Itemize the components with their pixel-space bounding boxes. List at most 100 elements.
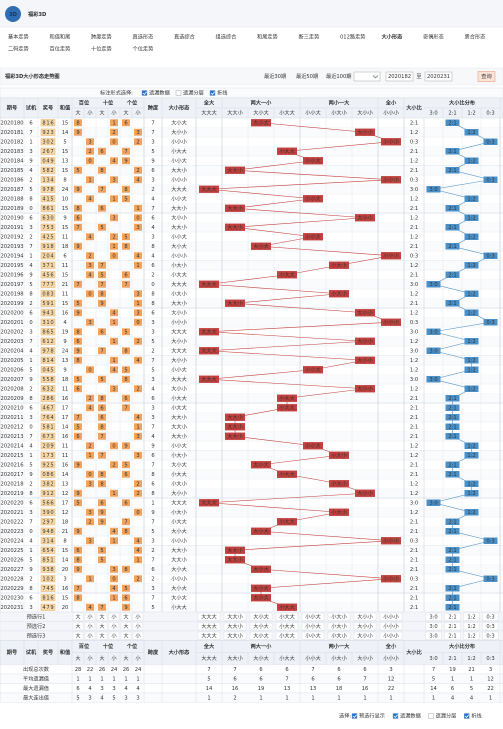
forecast-option[interactable]: 小大大 [279,612,295,620]
forecast-cell[interactable] [425,612,442,621]
forecast-option[interactable]: 大 [75,631,80,639]
checkbox[interactable] [464,713,470,719]
forecast-option[interactable]: 小大小 [331,612,347,620]
forecast-option[interactable]: 大小大 [253,631,269,639]
forecast-cell[interactable] [463,622,480,631]
forecast-option[interactable]: 0:3 [486,624,494,630]
forecast-option[interactable]: 1:2 [467,624,475,630]
forecast-cell[interactable] [482,612,499,621]
query-button[interactable] [477,71,496,82]
forecast-cell[interactable] [96,631,108,640]
period-select[interactable] [353,71,381,82]
forecast-cell[interactable] [379,622,403,631]
checkbox[interactable] [351,713,358,719]
forecast-cell[interactable] [120,622,132,631]
forecast-cell[interactable] [108,622,120,631]
forecast-option[interactable]: 小小大 [305,622,321,630]
nav-link[interactable]: 基本走势 [8,33,29,41]
forecast-cell[interactable] [275,622,299,631]
forecast-option[interactable]: 小小小 [383,622,399,630]
nav-link[interactable]: 个位走势 [133,45,154,53]
forecast-option[interactable]: 大小大 [253,622,269,630]
forecast-cell[interactable] [120,631,132,640]
forecast-cell[interactable] [353,612,377,621]
forecast-cell[interactable] [249,622,273,631]
forecast-option[interactable]: 小大大 [279,631,295,639]
forecast-option[interactable]: 2:1 [448,624,456,630]
nav-link[interactable]: 和值和尾 [50,33,71,41]
forecast-option[interactable]: 大大小 [227,612,243,620]
checkbox[interactable] [392,713,399,719]
forecast-cell[interactable] [132,622,144,631]
forecast-cell[interactable] [223,622,247,631]
forecast-option[interactable]: 2:1 [448,633,456,639]
range-link[interactable]: 最近100期 [326,72,351,80]
forecast-option[interactable]: 大大大 [201,612,217,620]
forecast-option[interactable]: 小 [111,622,117,630]
option-label[interactable]: 遗漏数据 [149,89,170,97]
query-label[interactable]: 查询 [481,72,491,80]
footer-option[interactable]: 预选行显示 [359,712,385,720]
forecast-option[interactable]: 大大大 [201,631,217,639]
forecast-option[interactable]: 3:0 [429,614,437,620]
forecast-option[interactable]: 0:3 [486,633,494,639]
forecast-option[interactable]: 0:3 [486,614,494,620]
forecast-option[interactable]: 大 [123,612,128,620]
checkbox[interactable] [141,90,148,96]
range-link[interactable]: 最近50期 [296,72,318,80]
nav-link[interactable]: 百位走势 [50,45,71,53]
forecast-cell[interactable] [223,631,247,640]
checkbox[interactable] [428,713,434,719]
from-input[interactable] [385,71,414,82]
to-input[interactable] [424,71,453,82]
forecast-cell[interactable] [444,622,461,631]
forecast-cell[interactable] [84,612,96,621]
forecast-option[interactable]: 大 [123,631,128,639]
nav-link[interactable]: 直选形态 [133,33,154,41]
forecast-option[interactable]: 1:2 [467,633,475,639]
forecast-option[interactable]: 3:0 [429,624,437,630]
forecast-option[interactable]: 小大小 [331,622,347,630]
forecast-option[interactable]: 大大小 [227,631,243,639]
option-label[interactable]: 折线 [217,89,227,97]
forecast-cell[interactable] [327,622,351,631]
forecast-option[interactable]: 大 [99,622,104,630]
forecast-option[interactable]: 小小小 [383,612,399,620]
forecast-option[interactable]: 小 [87,612,93,620]
forecast-cell[interactable] [482,622,499,631]
forecast-option[interactable]: 大 [99,612,104,620]
forecast-option[interactable]: 大小小 [357,622,373,630]
nav-link[interactable]: 跨度走势 [91,33,112,41]
nav-link[interactable]: 奇偶形态 [423,33,444,41]
nav-link[interactable]: 和尾走势 [257,33,278,41]
forecast-option[interactable]: 小 [135,631,141,639]
forecast-cell[interactable] [72,612,84,621]
forecast-option[interactable]: 大大大 [201,622,217,630]
forecast-option[interactable]: 大 [75,612,80,620]
forecast-cell[interactable] [84,631,96,640]
forecast-cell[interactable] [249,612,273,621]
forecast-option[interactable]: 大 [123,622,128,630]
forecast-cell[interactable] [223,612,247,621]
forecast-option[interactable]: 3:0 [429,633,437,639]
forecast-cell[interactable] [120,612,132,621]
forecast-cell[interactable] [379,631,403,640]
nav-link[interactable]: 断三走势 [299,33,320,41]
forecast-option[interactable]: 大小小 [357,631,373,639]
nav-link[interactable]: 十位走势 [91,45,112,53]
forecast-cell[interactable] [84,622,96,631]
forecast-cell[interactable] [482,631,499,640]
forecast-cell[interactable] [353,631,377,640]
forecast-cell[interactable] [96,612,108,621]
forecast-option[interactable]: 小 [135,612,141,620]
forecast-option[interactable]: 1:2 [467,614,475,620]
forecast-option[interactable]: 小小大 [305,631,321,639]
forecast-option[interactable]: 小 [111,612,117,620]
forecast-option[interactable]: 小小小 [383,631,399,639]
forecast-cell[interactable] [327,612,351,621]
forecast-option[interactable]: 小小大 [305,612,321,620]
forecast-cell[interactable] [425,622,442,631]
forecast-option[interactable]: 大小大 [253,612,269,620]
forecast-cell[interactable] [379,612,403,621]
forecast-cell[interactable] [132,631,144,640]
